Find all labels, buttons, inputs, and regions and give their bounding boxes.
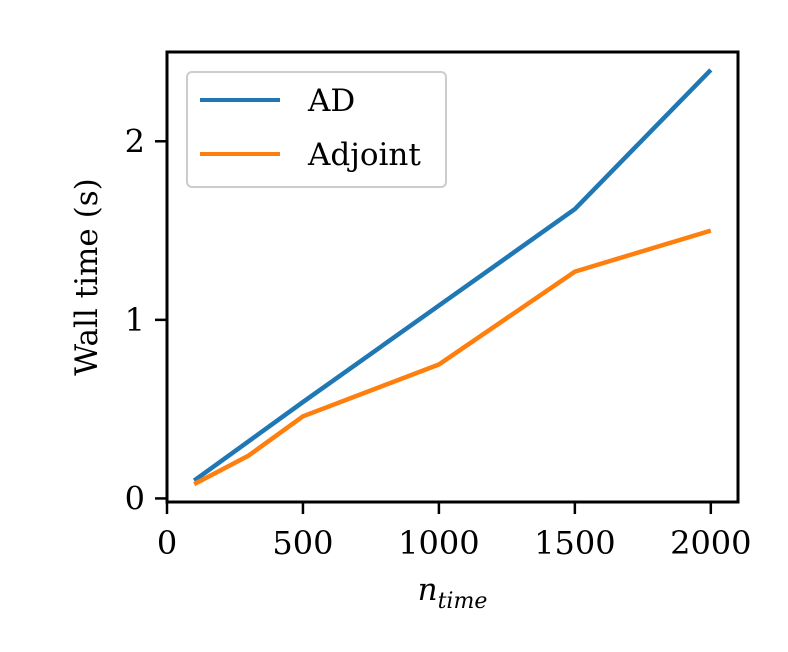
series-line-adjoint: [193, 228, 712, 487]
plot-lines: [192, 68, 713, 487]
legend-label-adjoint: Adjoint: [307, 137, 421, 173]
x-tick-label: 1500: [534, 524, 615, 562]
x-tick-label: 0: [157, 524, 177, 562]
x-axis-label: ntime: [418, 572, 488, 614]
plot-frame: [165, 50, 740, 504]
y-tick-label: 2: [125, 122, 145, 160]
x-axis-label-subscript: time: [438, 589, 488, 614]
x-tick-label: 2000: [670, 524, 751, 562]
x-axis-ticks: 0 500 1000 1500 2000: [157, 502, 752, 562]
series-line-ad: [192, 68, 713, 483]
y-axis-label: Wall time (s): [69, 178, 105, 375]
legend: AD Adjoint: [186, 71, 447, 188]
y-axis-ticks: 0 1 2: [125, 122, 167, 517]
legend-label-ad: AD: [307, 83, 355, 119]
x-tick-label: 500: [272, 524, 333, 562]
y-tick-label: 1: [125, 301, 145, 339]
y-tick-label: 0: [125, 479, 145, 517]
x-axis-label-main: n: [418, 572, 438, 608]
x-tick-label: 1000: [398, 524, 479, 562]
